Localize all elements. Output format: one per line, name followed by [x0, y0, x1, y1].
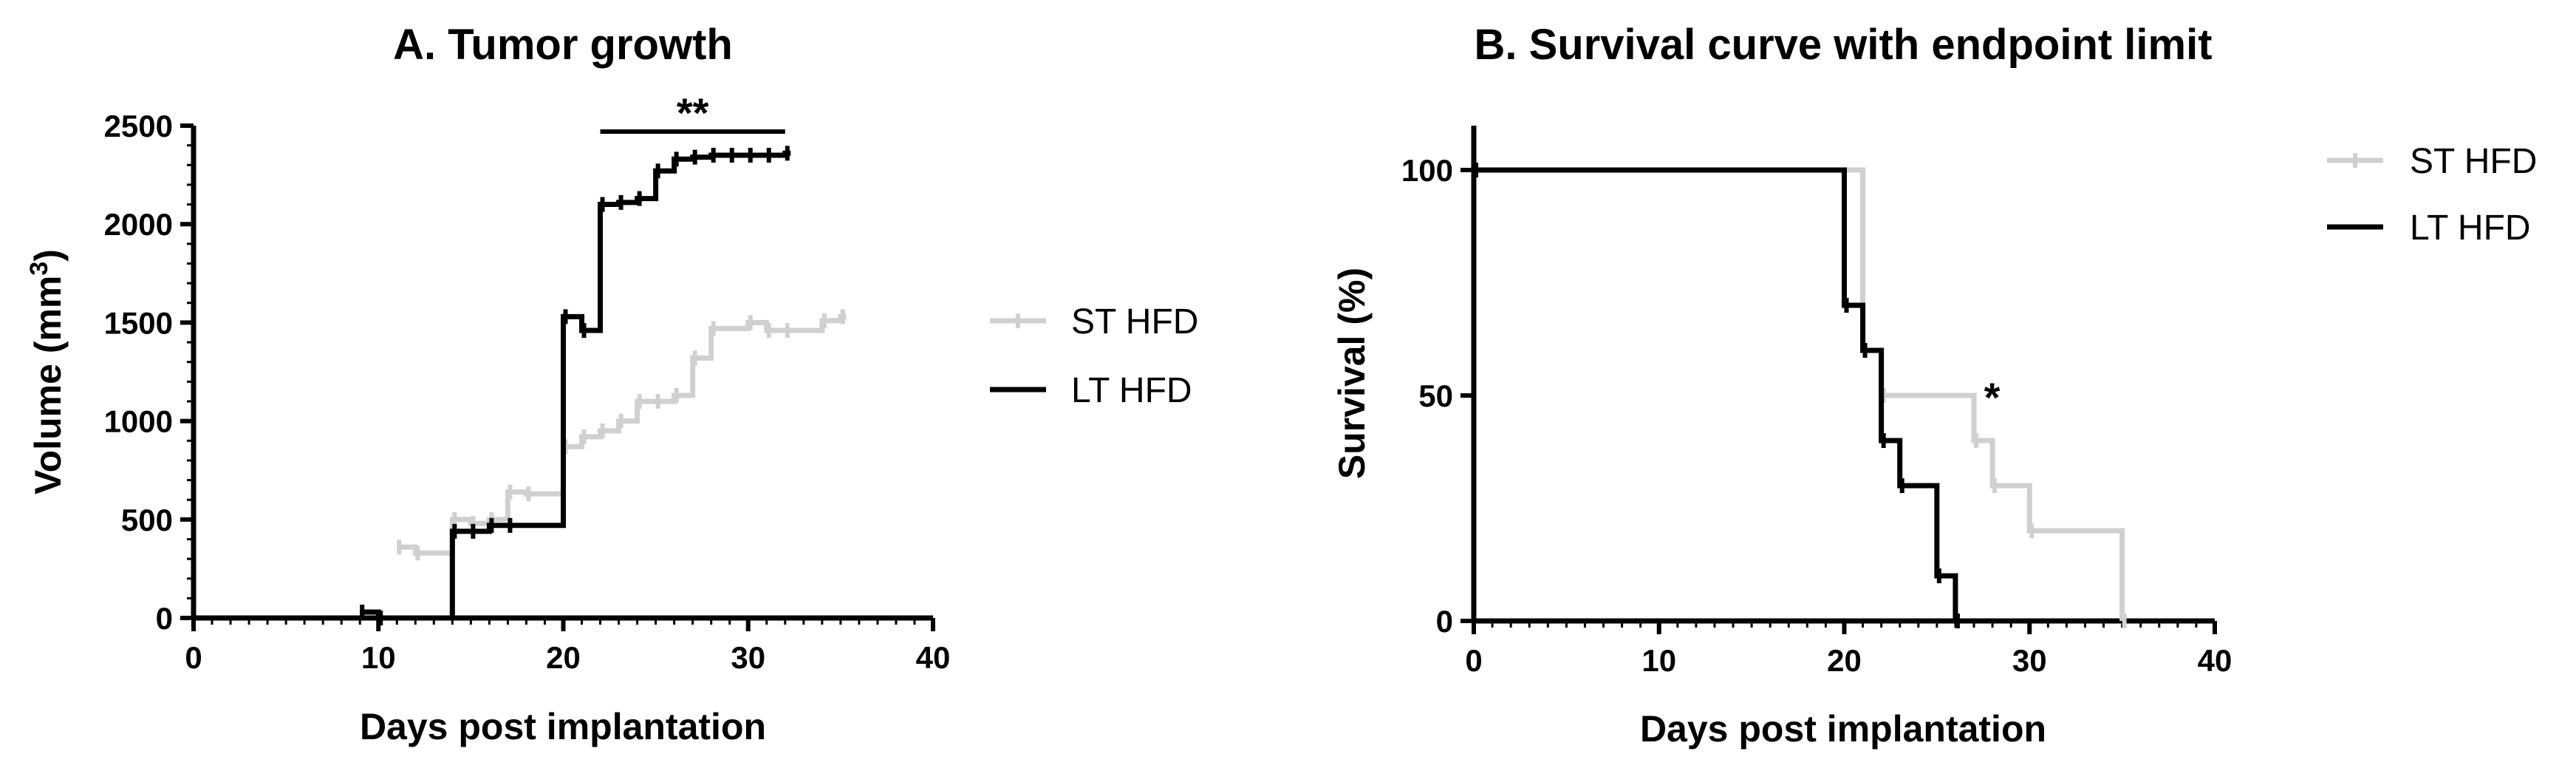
panel-a-x-tick-label: 10 [361, 640, 396, 675]
panel-a-tumor-growth: A. Tumor growth 0 10 20 30 40 0 500 1000 1500 200… [25, 21, 1198, 747]
panel-a-y-axis-label: Volume (mm3) [25, 249, 69, 495]
panel-a-x-tick-label: 40 [916, 640, 951, 675]
panel-b-series-line-st-hfd [1474, 167, 2125, 621]
panel-a-y-tick-label: 1000 [104, 404, 173, 439]
panel-b-legend: ST HFD LT HFD [2327, 142, 2537, 248]
panel-b-y-tick-label: 100 [1401, 153, 1453, 188]
panel-a-ticks: 0 10 20 30 40 0 500 1000 1500 2000 2500 [104, 109, 951, 675]
panel-b-ticks: 0 10 20 30 40 0 50 100 [1401, 153, 2232, 678]
panel-b-x-tick-label: 20 [1827, 643, 1862, 678]
panel-b-series [1474, 163, 2127, 628]
panel-b-y-tick-label: 0 [1436, 604, 1453, 639]
panel-a-title: A. Tumor growth [393, 21, 733, 69]
panel-a-x-tick-label: 30 [731, 640, 765, 675]
panel-b-legend-label-lt-hfd: LT HFD [2410, 208, 2531, 248]
panel-b-x-tick-label: 0 [1465, 643, 1482, 678]
panel-b-x-tick-label: 10 [1641, 643, 1676, 678]
panel-b-y-tick-label: 50 [1418, 378, 1453, 413]
panel-a-y-tick-label: 0 [156, 601, 173, 636]
panel-a-series [360, 146, 847, 625]
panel-a-y-axis-label-main: Volume (mm [27, 276, 69, 495]
panel-a-legend: ST HFD LT HFD [990, 302, 1198, 410]
panel-a-legend-label-lt-hfd: LT HFD [1071, 371, 1192, 410]
panel-a-series-line-st-hfd [397, 313, 847, 556]
panel-b-y-axis-label: Survival (%) [1331, 268, 1373, 479]
panel-b-x-tick-label: 30 [2012, 643, 2047, 678]
panel-a-legend-label-st-hfd: ST HFD [1071, 302, 1198, 342]
panel-a-y-axis-label-close: ) [27, 249, 69, 262]
panel-b-x-axis-label: Days post implantation [1640, 708, 2046, 750]
panel-a-y-tick-label: 1500 [104, 305, 173, 340]
panel-a-y-tick-label: 2000 [104, 207, 173, 242]
panel-b-x-tick-label: 40 [2198, 643, 2232, 678]
panel-a-y-axis-label-superscript: 3 [25, 262, 53, 276]
panel-a-series-line-lt-hfd [360, 150, 791, 621]
panel-a-y-tick-label: 500 [121, 503, 173, 537]
panel-b-legend-label-st-hfd: ST HFD [2410, 142, 2537, 181]
panel-a-significance-label: ** [677, 89, 709, 136]
panel-b-title: B. Survival curve with endpoint limit [1474, 21, 2212, 69]
panel-b-significance-label: * [1984, 374, 2001, 421]
panel-a-x-tick-label: 20 [546, 640, 581, 675]
panel-a-x-axis-label: Days post implantation [360, 706, 766, 747]
panel-a-y-tick-label: 2500 [104, 109, 173, 143]
panel-b-survival-curve: B. Survival curve with endpoint limit 0 1… [1331, 21, 2537, 750]
panel-b-series-line-lt-hfd [1474, 167, 1958, 621]
panel-a-x-tick-label: 0 [185, 640, 202, 675]
